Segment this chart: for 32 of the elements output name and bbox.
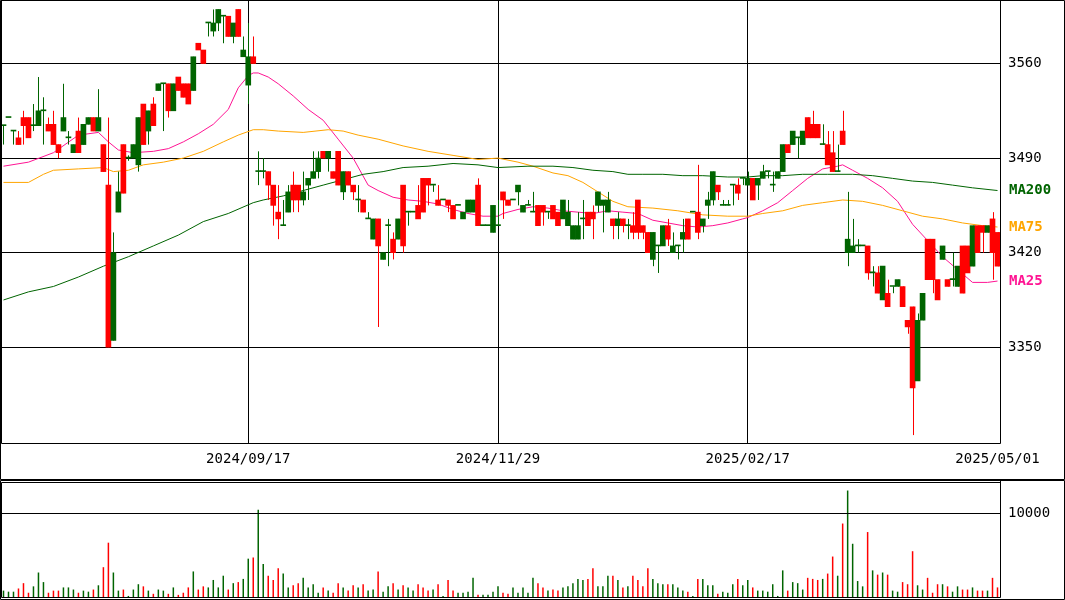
candlestick	[225, 15, 232, 37]
series-label: MA75	[1009, 217, 1043, 234]
x-tick-label: 2024/11/29	[455, 450, 541, 467]
candlestick	[235, 8, 242, 37]
candlestick	[684, 218, 691, 240]
series-label: MA25	[1009, 271, 1043, 288]
candlestick	[784, 144, 791, 154]
candlestick	[804, 117, 811, 139]
candlestick	[25, 117, 32, 139]
series-label: MA200	[1009, 181, 1052, 198]
y-tick-label: 3350	[1008, 337, 1042, 354]
x-tick-label: 2025/02/17	[705, 450, 790, 467]
x-tick-label: 2025/05/01	[955, 450, 1040, 467]
candlestick	[959, 245, 966, 294]
candlestick	[969, 225, 976, 267]
text: 10000	[1008, 504, 1051, 521]
candlestick	[819, 123, 826, 146]
candlestick	[924, 238, 931, 281]
candlestick	[734, 177, 741, 201]
candlestick	[395, 218, 401, 240]
y-tick-label: 3420	[1008, 243, 1042, 260]
candlestick	[724, 199, 731, 206]
candlestick	[190, 56, 197, 92]
candlestick	[360, 199, 366, 213]
candlestick	[939, 245, 946, 260]
x-tick-label: 2024/09/17	[206, 450, 291, 467]
candlestick	[250, 35, 257, 65]
y-tick-label: 3560	[1008, 54, 1042, 71]
candlestick	[170, 83, 177, 112]
candlestick	[160, 82, 167, 132]
candlestick	[739, 177, 746, 186]
y-tick-label: 3490	[1008, 148, 1042, 165]
